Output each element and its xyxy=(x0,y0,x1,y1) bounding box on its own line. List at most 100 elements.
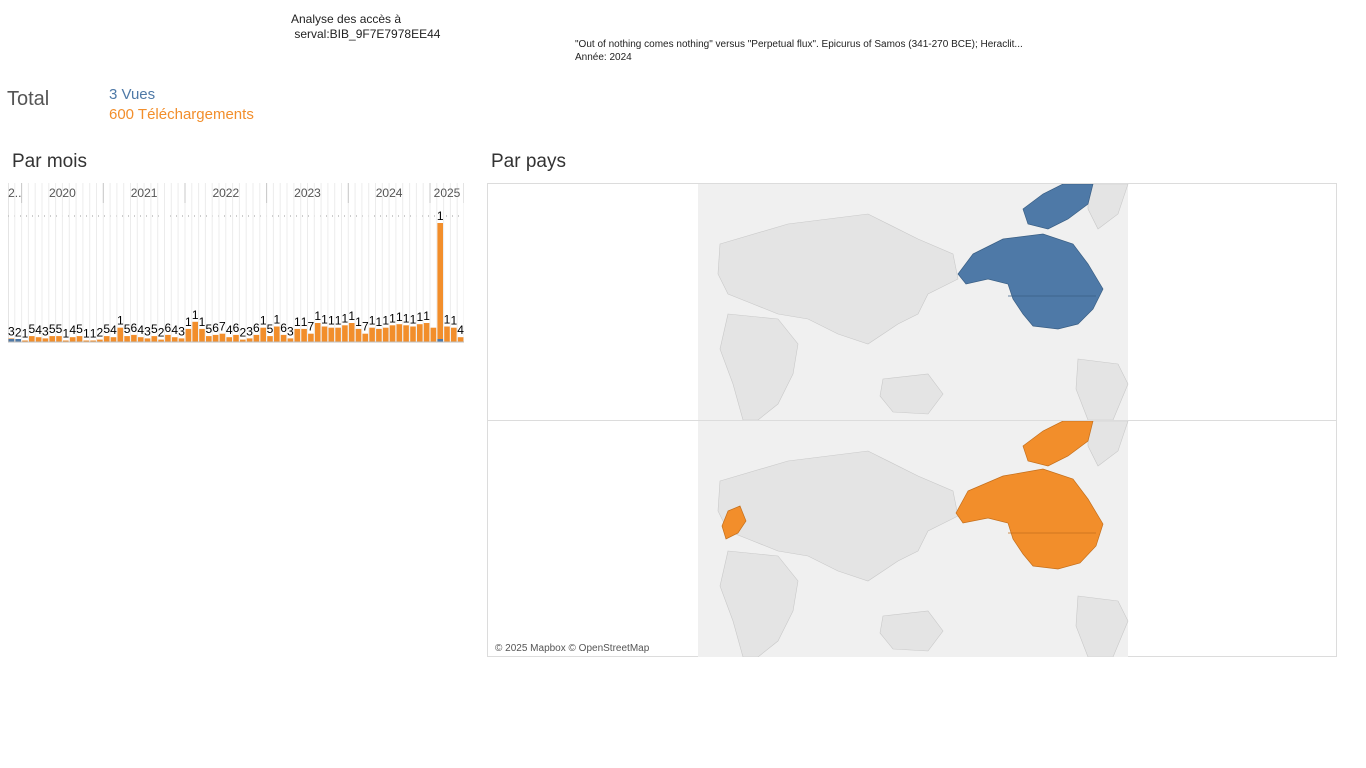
bar-value-label: 1 xyxy=(328,314,335,328)
download-bar xyxy=(131,334,137,342)
download-bar xyxy=(29,336,35,343)
page-title: Analyse des accès à serval:BIB_9F7E7978E… xyxy=(291,12,441,41)
download-bar xyxy=(260,327,266,342)
bar-value-label: 5 xyxy=(124,322,131,336)
download-bar xyxy=(389,325,396,342)
year-label: 2023 xyxy=(294,186,321,200)
bar-value-label: 1 xyxy=(90,327,97,341)
bar-value-label: 1 xyxy=(321,313,328,327)
bar-value-label: 1 xyxy=(423,309,430,323)
bar-value-label: 1 xyxy=(342,311,349,325)
greenland-land-grey xyxy=(1087,184,1129,230)
bar-value-label: 6 xyxy=(212,321,219,335)
year-label: 2020 xyxy=(49,186,76,200)
bar-value-label: 3 xyxy=(144,324,151,338)
bar-value-label: 1 xyxy=(355,315,362,329)
year-label: 2022 xyxy=(212,186,239,200)
download-bar xyxy=(212,334,219,342)
download-bar xyxy=(246,338,253,342)
bar-value-label: 5 xyxy=(28,322,35,336)
download-bar xyxy=(328,327,335,342)
view-bar xyxy=(437,339,443,342)
bar-value-label: 6 xyxy=(280,321,287,335)
download-bar xyxy=(49,336,55,343)
download-bar xyxy=(376,328,382,342)
downloads-map[interactable]: © 2025 Mapbox © OpenStreetMap xyxy=(488,421,1336,657)
monthly-bar-chart[interactable]: 2.. 2020 2021 2022 2023 2024 2025 3 2 1 5 4 3 5 5 1 4 5 1 1… xyxy=(7,183,465,345)
map-attribution[interactable]: © 2025 Mapbox © OpenStreetMap xyxy=(495,643,650,654)
bar-value-label: 4 xyxy=(171,323,178,337)
africa-landmass xyxy=(719,313,799,420)
download-bar xyxy=(22,340,28,342)
download-bar xyxy=(355,328,362,342)
bar-value-label: 1 xyxy=(22,327,29,341)
bar-value-label: 1 xyxy=(450,314,457,328)
download-bar xyxy=(110,337,117,342)
bar-value-label: 5 xyxy=(205,322,212,336)
bar-value-label: 4 xyxy=(457,323,464,337)
views-map[interactable] xyxy=(488,184,1336,421)
download-bar xyxy=(124,336,130,343)
download-bar xyxy=(178,338,185,342)
south-america-landmass xyxy=(1075,595,1129,657)
download-bar xyxy=(348,323,355,342)
north-america-views xyxy=(957,233,1104,330)
bar-value-label: 2 xyxy=(158,326,165,340)
download-bar xyxy=(301,328,307,342)
download-bar xyxy=(321,326,328,342)
bar-value-label: 2 xyxy=(15,326,22,340)
north-america-downloads xyxy=(955,468,1104,570)
bar-value-label: 3 xyxy=(246,324,253,338)
bar-value-label: 4 xyxy=(137,323,144,337)
bar-value-label: 1 xyxy=(192,308,199,322)
bar-value-label: 1 xyxy=(63,327,70,341)
bar-value-label: 5 xyxy=(267,322,274,336)
bar-value-label: 1 xyxy=(348,309,355,323)
download-bar xyxy=(199,328,205,342)
download-bar xyxy=(185,328,192,342)
download-bar xyxy=(206,336,212,343)
bar-value-label: 1 xyxy=(185,315,192,329)
section-title-by-country: Par pays xyxy=(491,151,566,172)
download-bar xyxy=(83,340,90,342)
south-america-landmass xyxy=(1075,358,1129,420)
download-bar xyxy=(451,327,457,342)
bar-value-label: 1 xyxy=(314,309,321,323)
bar-value-label: 1 xyxy=(260,314,267,328)
download-bar xyxy=(314,323,321,342)
download-bar xyxy=(171,337,178,342)
bar-value-label: 3 xyxy=(178,324,185,338)
total-downloads[interactable]: 600 Téléchargements xyxy=(109,106,254,123)
bar-value-label: 6 xyxy=(131,321,138,335)
bar-value-label: 1 xyxy=(376,315,383,329)
bar-value-label: 4 xyxy=(110,323,117,337)
bar-value-label: 1 xyxy=(403,311,410,325)
download-bar xyxy=(444,326,450,342)
arctic-islands-downloads xyxy=(1022,421,1094,467)
download-bar xyxy=(430,327,437,342)
bar-value-label: 6 xyxy=(253,321,260,335)
africa-landmass xyxy=(719,550,799,657)
country-maps[interactable]: © 2025 Mapbox © OpenStreetMap xyxy=(487,183,1337,657)
views-map-svg xyxy=(698,184,1129,420)
view-bar xyxy=(15,339,21,342)
eurasia-landmass xyxy=(717,450,959,582)
bar-value-label: 5 xyxy=(56,322,63,336)
download-bar xyxy=(137,337,144,342)
download-bar xyxy=(90,340,96,342)
bar-value-label: 1 xyxy=(117,314,124,328)
bar-value-label: 1 xyxy=(416,310,423,324)
bar-value-label: 6 xyxy=(233,321,240,335)
bar-value-label: 7 xyxy=(219,320,226,334)
download-bar xyxy=(103,336,110,343)
download-bar xyxy=(151,336,158,343)
download-bar xyxy=(335,327,341,342)
bar-value-label: 2 xyxy=(97,326,104,340)
download-bar xyxy=(369,327,375,342)
download-bar xyxy=(287,338,294,342)
download-bar xyxy=(457,337,464,342)
section-title-by-month: Par mois xyxy=(12,151,87,172)
greenland-land-grey xyxy=(1087,421,1129,467)
total-views[interactable]: 3 Vues xyxy=(109,86,156,103)
